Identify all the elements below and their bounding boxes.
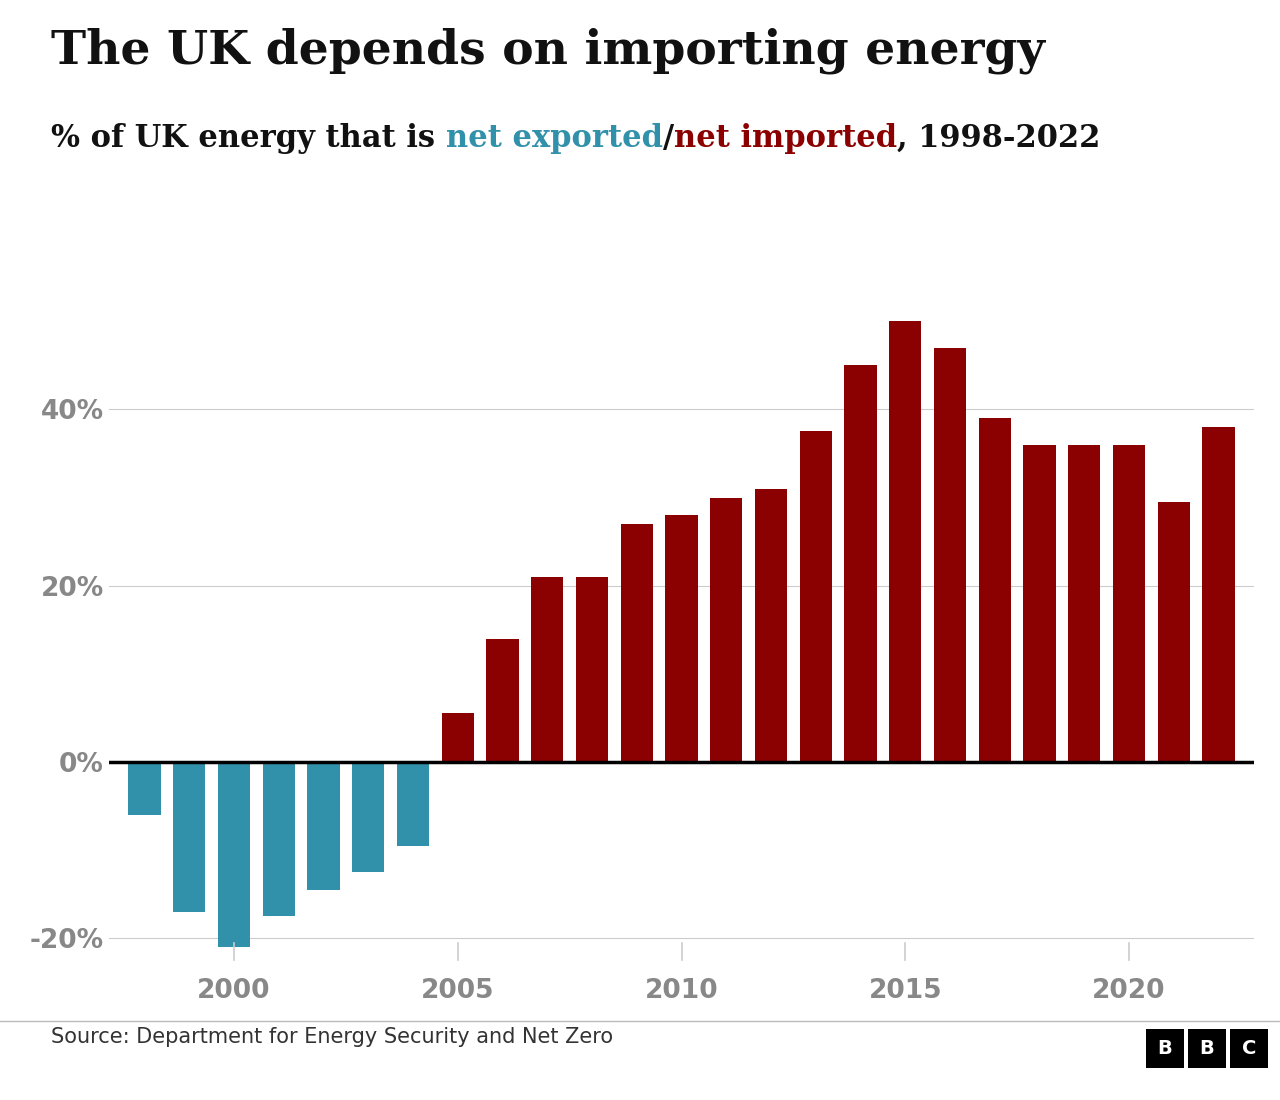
Bar [486, 639, 518, 762]
Bar [1024, 444, 1056, 762]
Text: C: C [1242, 1038, 1257, 1058]
Bar [173, 762, 206, 912]
Bar [576, 576, 608, 762]
Text: , 1998-2022: , 1998-2022 [897, 123, 1101, 154]
Bar [621, 524, 653, 762]
Bar [1114, 444, 1146, 762]
Bar [128, 762, 161, 815]
Text: B: B [1199, 1038, 1215, 1058]
Text: Source: Department for Energy Security and Net Zero: Source: Department for Energy Security a… [51, 1027, 613, 1047]
Bar [307, 762, 339, 890]
Bar [531, 576, 563, 762]
Bar [934, 348, 966, 762]
Bar [218, 762, 250, 947]
Bar [845, 365, 877, 762]
Bar [262, 762, 294, 916]
Text: The UK depends on importing energy: The UK depends on importing energy [51, 28, 1044, 74]
Bar [1202, 427, 1235, 762]
Bar [442, 714, 474, 762]
Text: net exported: net exported [445, 123, 663, 154]
Text: net imported: net imported [675, 123, 897, 154]
Bar [666, 515, 698, 762]
Text: % of UK energy that is: % of UK energy that is [51, 123, 445, 154]
Bar [755, 488, 787, 762]
Bar [1069, 444, 1101, 762]
Bar [800, 431, 832, 762]
Bar [710, 497, 742, 762]
Text: /: / [663, 123, 675, 154]
Bar [352, 762, 384, 872]
Bar [397, 762, 429, 846]
Bar [979, 418, 1011, 762]
Bar [1157, 502, 1190, 762]
Text: B: B [1157, 1038, 1172, 1058]
Bar [890, 321, 922, 762]
